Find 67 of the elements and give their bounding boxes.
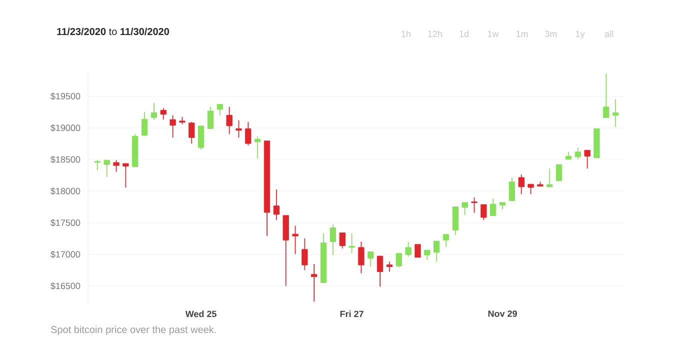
candlestick	[207, 106, 214, 130]
candlestick	[254, 136, 261, 159]
candlestick	[396, 252, 402, 268]
text: Spot bitcoin price over the past week.	[51, 326, 216, 336]
candlestick	[236, 120, 242, 138]
candlestick	[414, 244, 421, 258]
candlestick	[442, 234, 450, 248]
text: all	[604, 30, 613, 38]
candlestick	[141, 111, 148, 137]
candlestick	[462, 202, 468, 216]
candlestick	[603, 73, 610, 118]
candlestick	[546, 168, 553, 188]
candlestick	[480, 204, 487, 221]
y-tick-label: $17500	[50, 219, 80, 226]
text: 12h	[428, 30, 442, 37]
candlestick	[216, 104, 223, 116]
candlestick	[518, 174, 524, 195]
y-tick-label: $19500	[50, 92, 80, 100]
candlestick	[302, 238, 308, 270]
x-tick-label: Fri 27	[340, 310, 364, 318]
candlestick	[584, 150, 590, 169]
candlestick	[150, 102, 158, 120]
candlestick	[292, 225, 298, 255]
candlestick	[245, 121, 252, 146]
candlestick	[273, 189, 280, 221]
text: 1d	[460, 30, 468, 38]
candlestick	[330, 224, 336, 256]
candlestick	[386, 261, 393, 272]
candlestick	[339, 232, 346, 249]
candlestick	[424, 250, 430, 261]
text: 1h	[402, 30, 410, 37]
candlestick	[94, 160, 101, 171]
x-tick-label: Wed 25	[185, 310, 216, 318]
candlestick	[170, 114, 176, 138]
candlestick	[405, 241, 412, 258]
x-tick-label: Nov 29	[488, 310, 517, 317]
candlestick	[452, 206, 458, 236]
candlestick	[188, 121, 195, 144]
candlestick	[113, 160, 120, 172]
candlestick	[358, 241, 364, 274]
text: 1y	[576, 30, 585, 39]
candlestick	[226, 106, 232, 135]
text: 1m	[516, 30, 528, 37]
candlestick	[471, 197, 478, 214]
candlestick	[434, 240, 440, 262]
text: 3m	[545, 30, 557, 38]
y-tick-label: $19000	[50, 124, 80, 132]
y-tick-label: $16500	[50, 282, 80, 290]
candlestick	[368, 251, 374, 268]
text: 1w	[488, 30, 499, 37]
candlestick	[198, 125, 204, 150]
chart-title: 11/23/2020 to 11/30/2020	[57, 28, 170, 36]
y-tick-label: $18500	[50, 156, 80, 164]
candlestick	[508, 177, 516, 202]
candlestick	[311, 264, 318, 302]
candlestick	[612, 98, 619, 128]
y-tick-label: $17000	[50, 250, 80, 258]
y-tick-label: $18000	[50, 188, 80, 195]
candlestick	[348, 232, 355, 254]
candlestick	[556, 164, 562, 182]
candlestick	[376, 256, 384, 288]
candlestick	[104, 160, 110, 178]
candlestick	[490, 198, 496, 216]
candlestick	[528, 184, 534, 195]
candlestick	[160, 107, 166, 120]
candlestick	[122, 162, 129, 188]
candlestick	[574, 147, 581, 160]
